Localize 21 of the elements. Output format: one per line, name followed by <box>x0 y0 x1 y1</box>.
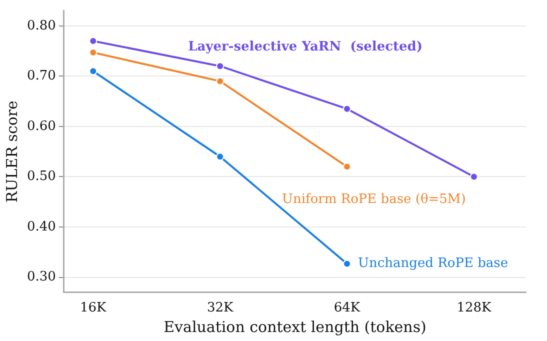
series-label: Layer-selective YaRN (selected) <box>188 39 423 54</box>
text: Uniform RoPE base (θ=5M) <box>282 192 466 208</box>
y-tick-label: 0.70 <box>26 68 56 84</box>
point <box>216 77 224 86</box>
point <box>89 67 98 76</box>
y-tick-label: 0.30 <box>26 270 56 285</box>
point <box>216 62 224 70</box>
y-tick-label: 0.80 <box>26 18 56 34</box>
y-tick-label: 0.40 <box>26 219 56 234</box>
series-label: Unchanged RoPE base <box>358 256 508 272</box>
y-tick-label: 0.50 <box>26 169 56 184</box>
x-tick-label: 128K <box>456 300 492 316</box>
x-axis-title: Evaluation context length (tokens) <box>164 318 426 336</box>
y-tick-label: 0.60 <box>26 118 56 134</box>
x-tick-label: 64K <box>334 300 360 316</box>
point <box>343 104 352 113</box>
x-tick-label: 32K <box>206 300 234 316</box>
x-tick-label: 16K <box>80 300 107 316</box>
point <box>216 152 224 161</box>
point <box>470 172 478 181</box>
y-axis-title: RULER score <box>2 100 21 203</box>
